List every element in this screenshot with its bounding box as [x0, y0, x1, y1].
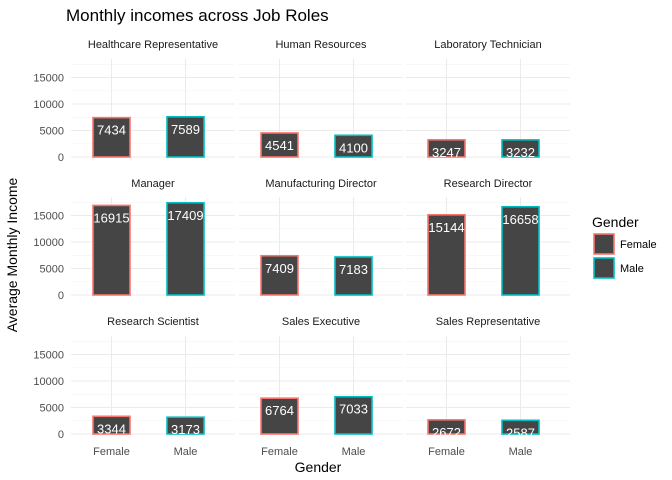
bar-male[interactable]	[166, 416, 205, 435]
bar-value-label: 16658	[502, 212, 538, 227]
y-tick-label: 10000	[33, 237, 64, 249]
legend-title: Gender	[592, 214, 639, 230]
facet-label: Research Director	[444, 178, 533, 190]
y-tick-label: 10000	[33, 99, 64, 111]
bar-male[interactable]	[501, 419, 540, 435]
legend-label-female: Female	[620, 239, 657, 251]
bar-female[interactable]	[260, 254, 299, 296]
facet-sales-executive: Sales Executive 6764 7033 Female Male	[239, 316, 403, 458]
facet-label: Sales Executive	[282, 316, 360, 328]
bar-value-label: 3232	[506, 145, 535, 160]
bar-value-label: 15144	[428, 220, 464, 235]
y-tick-label: 0	[58, 152, 64, 164]
facet-label: Human Resources	[275, 39, 367, 51]
bar-female[interactable]	[92, 116, 131, 158]
bar-male[interactable]	[334, 256, 373, 296]
bar-value-label: 4541	[265, 138, 294, 153]
bar-male[interactable]	[166, 201, 205, 296]
facet-label: Healthcare Representative	[88, 39, 218, 51]
facet-label: Manufacturing Director	[265, 178, 377, 190]
y-tick-label: 0	[58, 429, 64, 441]
bar-value-label: 7033	[339, 402, 368, 417]
bar-male[interactable]	[501, 205, 540, 296]
x-tick-label: Female	[428, 446, 465, 458]
facet-manufacturing-director: Manufacturing Director 7409 7183	[239, 178, 403, 296]
facet-laboratory-technician: Laboratory Technician 3247 3232	[406, 39, 570, 160]
facet-manager: Manager 16915 17409 0 5000 10000 15000	[33, 178, 235, 302]
legend-key-female	[593, 233, 615, 255]
x-axis-title: Gender	[295, 459, 342, 475]
chart-title: Monthly incomes across Job Roles	[66, 6, 329, 25]
y-axis-title: Average Monthly Income	[4, 177, 20, 332]
x-tick-label: Female	[93, 446, 130, 458]
bar-male[interactable]	[501, 139, 540, 158]
y-tick-label: 15000	[33, 73, 64, 85]
bar-value-label: 7183	[339, 262, 368, 277]
facet-label: Sales Representative	[436, 316, 541, 328]
bar-value-label: 3247	[432, 145, 461, 160]
facet-human-resources: Human Resources 4541 4100	[239, 39, 403, 158]
bar-female[interactable]	[427, 138, 466, 158]
facet-research-director: Research Director 15144 16658	[406, 178, 570, 296]
facet-label: Laboratory Technician	[434, 39, 541, 51]
facet-label: Research Scientist	[107, 316, 199, 328]
y-tick-label: 15000	[33, 211, 64, 223]
bar-value-label: 7434	[97, 123, 126, 138]
bar-female[interactable]	[260, 132, 299, 158]
y-tick-label: 10000	[33, 376, 64, 388]
facet-healthcare-representative: Healthcare Representative 7434 7589 0 5000 10…	[33, 39, 235, 164]
bar-value-label: 3173	[171, 422, 200, 437]
x-tick-label: Male	[509, 446, 533, 458]
legend-label-male: Male	[620, 263, 644, 275]
y-tick-label: 5000	[40, 403, 64, 415]
bar-male[interactable]	[334, 134, 373, 158]
x-tick-label: Male	[174, 446, 198, 458]
y-tick-label: 0	[58, 290, 64, 302]
x-tick-label: Male	[342, 446, 366, 458]
bar-value-label: 4100	[339, 140, 368, 155]
facet-sales-representative: Sales Representative 2672 2587 Female Male	[406, 316, 570, 458]
bar-male[interactable]	[334, 395, 373, 435]
bar-female[interactable]	[92, 415, 131, 435]
facet-label: Manager	[131, 178, 175, 190]
bar-value-label: 3344	[97, 421, 126, 436]
y-tick-label: 5000	[40, 264, 64, 276]
bar-female[interactable]	[92, 204, 131, 296]
bar-value-label: 6764	[265, 403, 294, 418]
bar-value-label: 7409	[265, 261, 294, 276]
bar-value-label: 16915	[93, 210, 129, 225]
bar-female[interactable]	[260, 397, 299, 435]
bar-female[interactable]	[427, 213, 466, 296]
bar-value-label: 17409	[167, 208, 203, 223]
x-tick-label: Female	[261, 446, 298, 458]
facet-panels: Healthcare Representative 7434 7589 0 5000 10…	[33, 39, 570, 458]
y-tick-label: 5000	[40, 126, 64, 138]
y-tick-label: 15000	[33, 350, 64, 362]
bar-value-label: 2672	[432, 425, 461, 440]
bar-female[interactable]	[427, 419, 466, 435]
bar-male[interactable]	[166, 115, 205, 158]
facet-research-scientist: Research Scientist 3344 3173 0 5000 10000 1500…	[33, 316, 235, 458]
legend-key-male	[593, 257, 615, 279]
bar-value-label: 2587	[506, 425, 535, 440]
legend: Gender Female Male	[592, 214, 657, 279]
bar-value-label: 7589	[171, 122, 200, 137]
